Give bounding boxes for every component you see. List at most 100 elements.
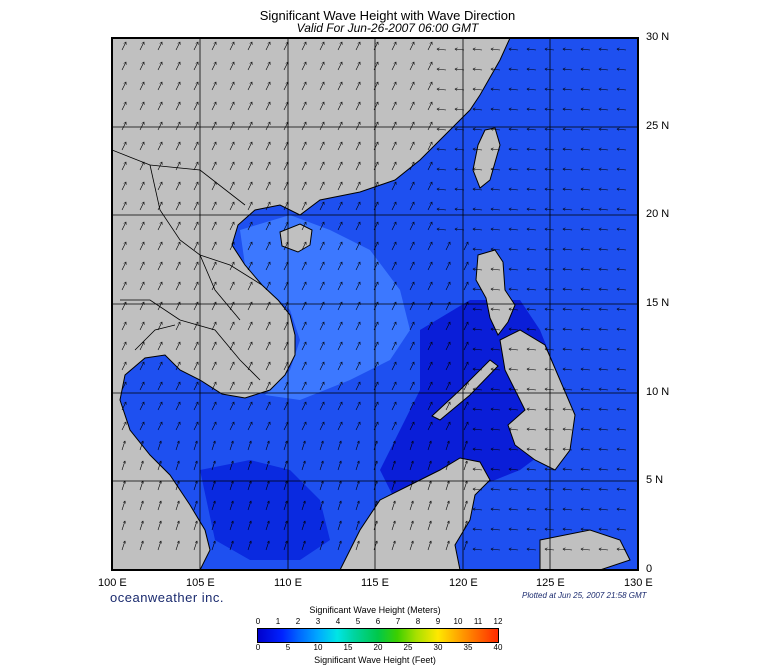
wave-arrow bbox=[139, 182, 144, 191]
wave-arrow bbox=[617, 449, 627, 450]
wave-arrow bbox=[427, 262, 432, 271]
legend-meters-tick: 11 bbox=[473, 617, 483, 626]
wave-arrow bbox=[175, 182, 180, 191]
lat-label: 5 N bbox=[646, 474, 664, 486]
wave-arrow bbox=[545, 289, 555, 290]
wave-arrow bbox=[581, 329, 591, 330]
wave-arrow bbox=[563, 249, 573, 250]
wave-arrow bbox=[337, 521, 341, 531]
wave-arrow bbox=[599, 309, 609, 310]
wave-arrow bbox=[527, 549, 537, 550]
wave-arrow bbox=[157, 362, 162, 371]
wave-arrow bbox=[283, 441, 287, 451]
legend-meters-tick: 10 bbox=[453, 617, 463, 626]
wave-arrow bbox=[157, 142, 162, 151]
wave-arrow bbox=[563, 509, 573, 510]
wave-arrow bbox=[581, 269, 591, 270]
wave-arrow bbox=[617, 309, 627, 310]
wave-arrow bbox=[437, 49, 447, 50]
wave-arrow bbox=[545, 49, 555, 50]
wave-arrow bbox=[229, 182, 234, 191]
wave-arrow bbox=[509, 189, 519, 190]
wave-arrow bbox=[599, 389, 609, 390]
wave-arrow bbox=[319, 102, 324, 111]
wave-arrow bbox=[175, 142, 180, 151]
wave-arrow bbox=[283, 521, 287, 531]
wave-arrow bbox=[247, 402, 252, 411]
wave-arrow bbox=[599, 429, 609, 430]
wave-arrow bbox=[319, 422, 324, 431]
lat-label: 0 bbox=[646, 563, 653, 575]
wave-arrow bbox=[563, 109, 573, 110]
wave-arrow bbox=[337, 142, 342, 151]
lon-label: 125 E bbox=[536, 577, 565, 589]
wave-arrow bbox=[509, 509, 519, 510]
wave-arrow bbox=[509, 409, 519, 410]
wave-arrow bbox=[211, 222, 216, 231]
wave-arrow bbox=[355, 302, 360, 311]
wave-arrow bbox=[409, 501, 413, 511]
wave-arrow bbox=[301, 441, 305, 451]
wave-arrow bbox=[445, 242, 450, 251]
wave-arrow bbox=[509, 129, 519, 130]
wave-arrow bbox=[211, 262, 216, 271]
wave-arrow bbox=[563, 309, 573, 310]
wave-arrow bbox=[175, 102, 180, 111]
wave-arrow bbox=[563, 489, 573, 490]
wave-arrow bbox=[599, 149, 609, 150]
wave-arrow bbox=[617, 209, 627, 210]
wave-arrow bbox=[491, 249, 501, 250]
wave-arrow bbox=[265, 441, 269, 451]
wave-arrow bbox=[527, 269, 537, 270]
wave-arrow bbox=[337, 82, 342, 91]
wave-arrow bbox=[337, 162, 342, 171]
wave-arrow bbox=[373, 481, 377, 491]
wave-arrow bbox=[545, 489, 555, 490]
wave-arrow bbox=[563, 49, 573, 50]
wave-arrow bbox=[265, 182, 270, 191]
wave-arrow bbox=[473, 329, 483, 330]
wave-arrow bbox=[319, 441, 323, 451]
wave-arrow bbox=[391, 62, 396, 71]
wave-arrow bbox=[509, 229, 519, 230]
wave-arrow bbox=[121, 501, 125, 511]
wave-arrow bbox=[265, 422, 270, 431]
legend-feet-tick: 35 bbox=[463, 643, 473, 652]
wave-arrow bbox=[463, 302, 468, 311]
wave-arrow bbox=[211, 42, 216, 51]
wave-arrow bbox=[319, 202, 324, 211]
wave-arrow bbox=[265, 202, 270, 211]
wave-arrow bbox=[193, 62, 198, 71]
wave-arrow bbox=[121, 402, 126, 411]
wave-arrow bbox=[409, 82, 414, 91]
wave-arrow bbox=[563, 149, 573, 150]
wave-arrow bbox=[409, 102, 414, 111]
legend-feet-title: Significant Wave Height (Feet) bbox=[314, 655, 436, 665]
wave-arrow bbox=[337, 422, 342, 431]
wave-arrow bbox=[599, 109, 609, 110]
wave-arrow bbox=[491, 509, 501, 510]
wave-arrow bbox=[193, 402, 198, 411]
wave-arrow bbox=[229, 382, 234, 391]
wave-arrow bbox=[139, 302, 144, 311]
legend-meters-tick: 5 bbox=[355, 617, 361, 626]
wave-arrow bbox=[617, 89, 627, 90]
wave-arrow bbox=[265, 142, 270, 151]
wave-arrow bbox=[211, 382, 216, 391]
wave-arrow bbox=[139, 441, 143, 451]
wave-arrow bbox=[211, 302, 216, 311]
wave-arrow bbox=[581, 509, 591, 510]
wave-arrow bbox=[283, 142, 288, 151]
wave-arrow bbox=[563, 89, 573, 90]
wave-arrow bbox=[445, 322, 450, 331]
wave-arrow bbox=[247, 162, 252, 171]
wave-arrow bbox=[455, 89, 465, 90]
wave-arrow bbox=[265, 362, 270, 371]
wave-arrow bbox=[391, 222, 396, 231]
wave-arrow bbox=[391, 501, 395, 511]
wave-arrow bbox=[301, 122, 306, 131]
wave-arrow bbox=[121, 322, 126, 331]
wave-arrow bbox=[427, 282, 432, 291]
wave-arrow bbox=[139, 322, 144, 331]
wave-arrow bbox=[283, 382, 288, 391]
